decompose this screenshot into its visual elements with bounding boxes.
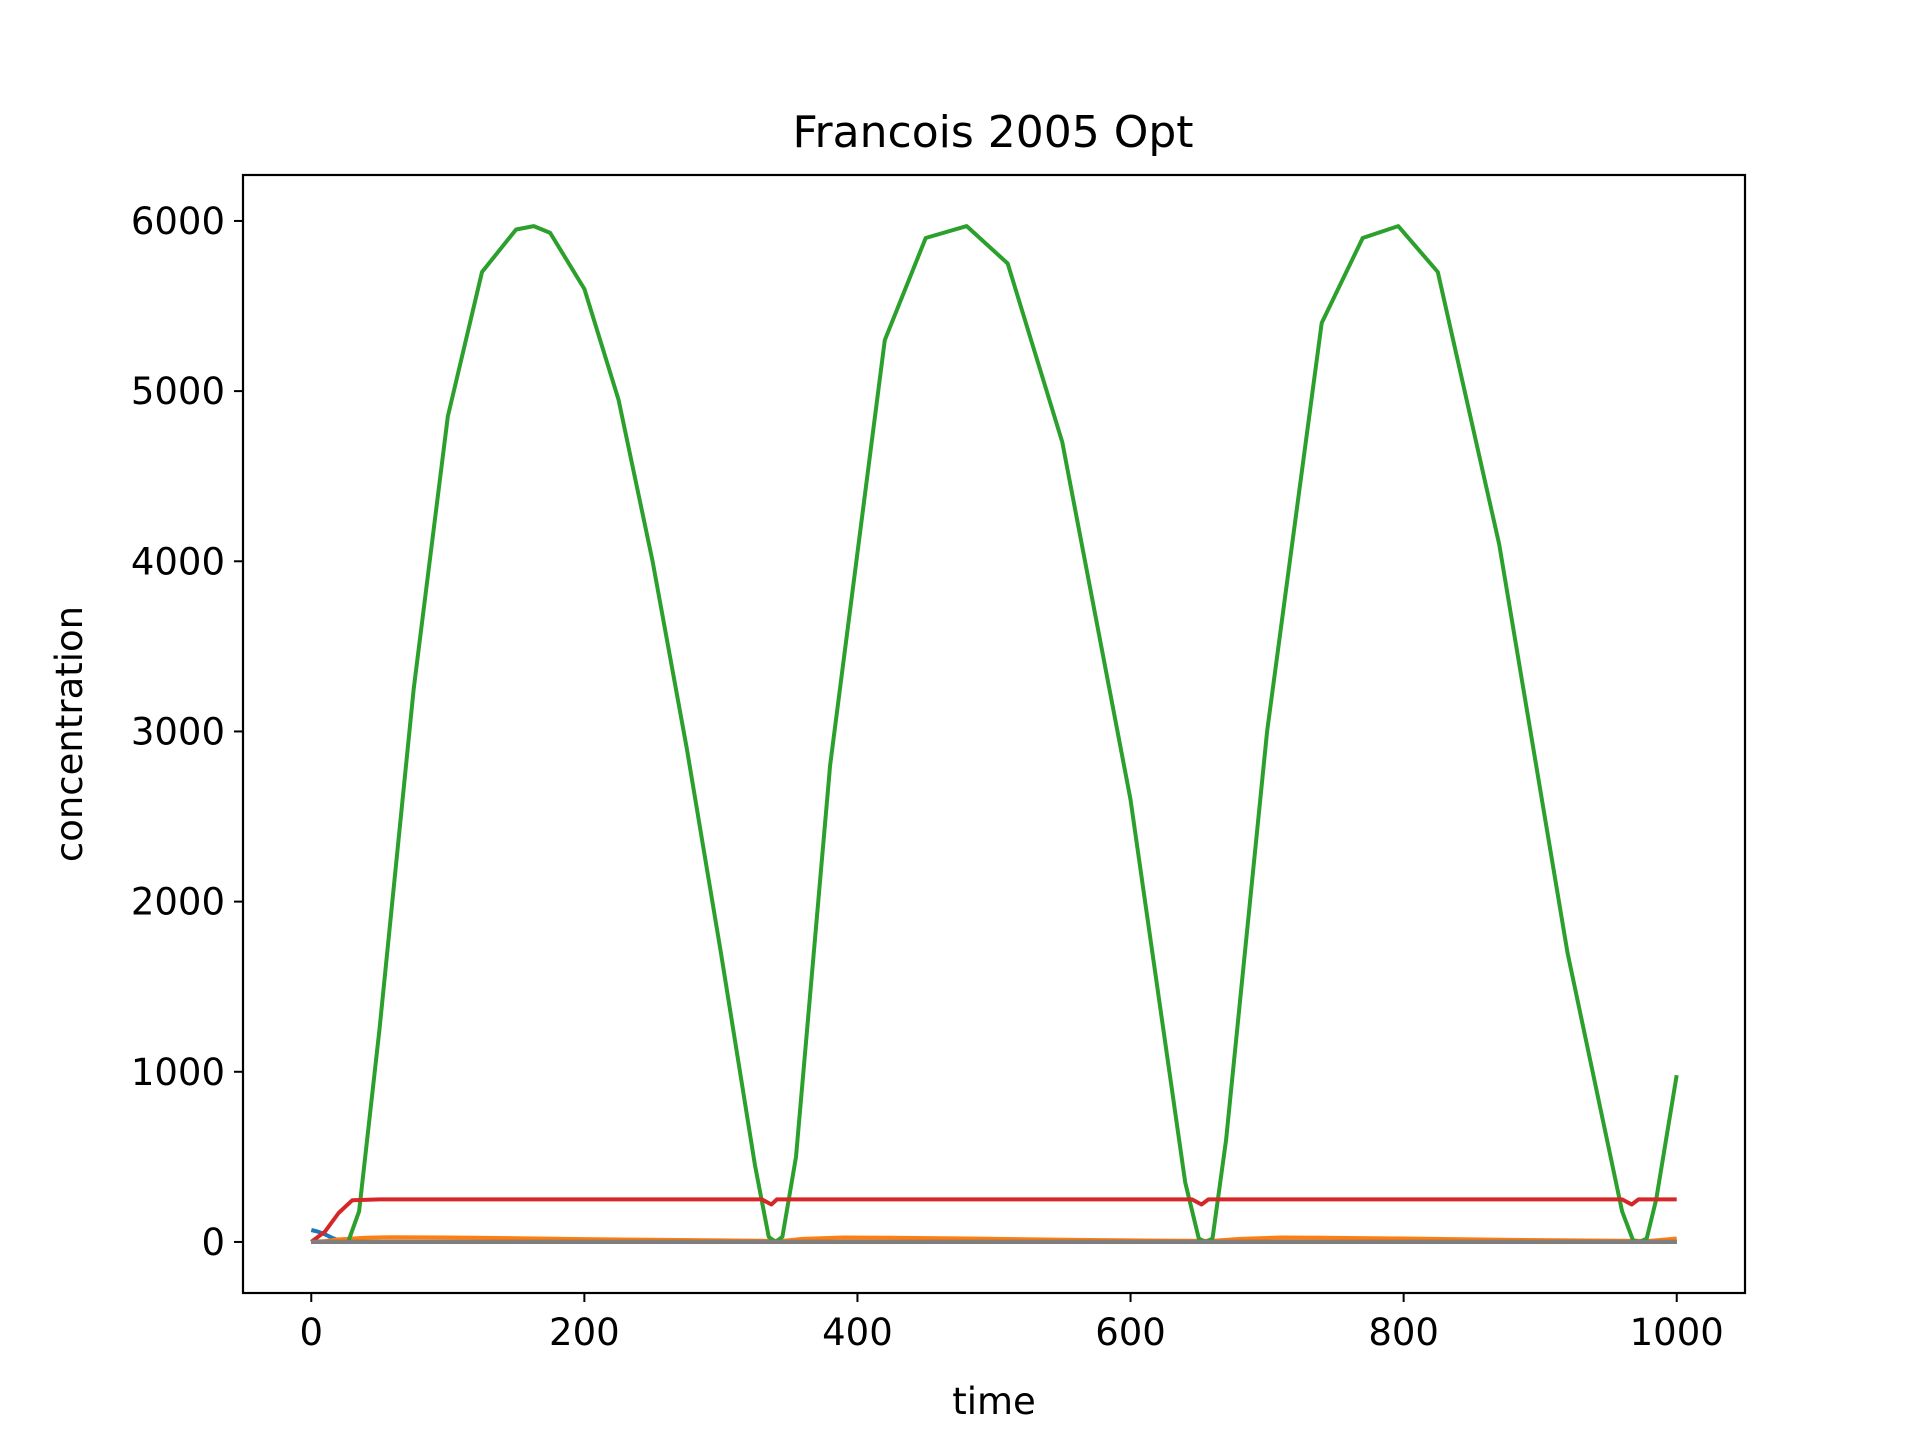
plot-area [310, 224, 1679, 1244]
series-line-4 [310, 1197, 1677, 1244]
y-tick-label: 2000 [131, 881, 225, 924]
x-tick-label: 200 [549, 1311, 620, 1354]
x-axis-title: time [952, 1380, 1036, 1423]
y-tick-label: 0 [201, 1221, 225, 1264]
x-axis: 0 200 400 600 800 1000 [299, 1293, 1724, 1354]
y-axis-title: concentration [48, 606, 91, 862]
y-tick-label: 3000 [131, 710, 225, 753]
x-tick-label: 400 [822, 1311, 893, 1354]
chart-title: Francois 2005 Opt [792, 107, 1193, 158]
series-line-2 [311, 1235, 1677, 1244]
series-line-3 [311, 224, 1679, 1244]
y-axis: 0 1000 2000 3000 4000 5000 6000 [131, 200, 243, 1264]
x-tick-label: 0 [299, 1311, 323, 1354]
y-tick-label: 6000 [131, 200, 225, 243]
x-tick-label: 600 [1095, 1311, 1166, 1354]
y-tick-label: 4000 [131, 540, 225, 583]
x-tick-label: 800 [1368, 1311, 1439, 1354]
plot-frame [241, 173, 1747, 1295]
x-tick-label: 1000 [1630, 1311, 1724, 1354]
y-tick-label: 1000 [131, 1051, 225, 1094]
y-tick-label: 5000 [131, 370, 225, 413]
